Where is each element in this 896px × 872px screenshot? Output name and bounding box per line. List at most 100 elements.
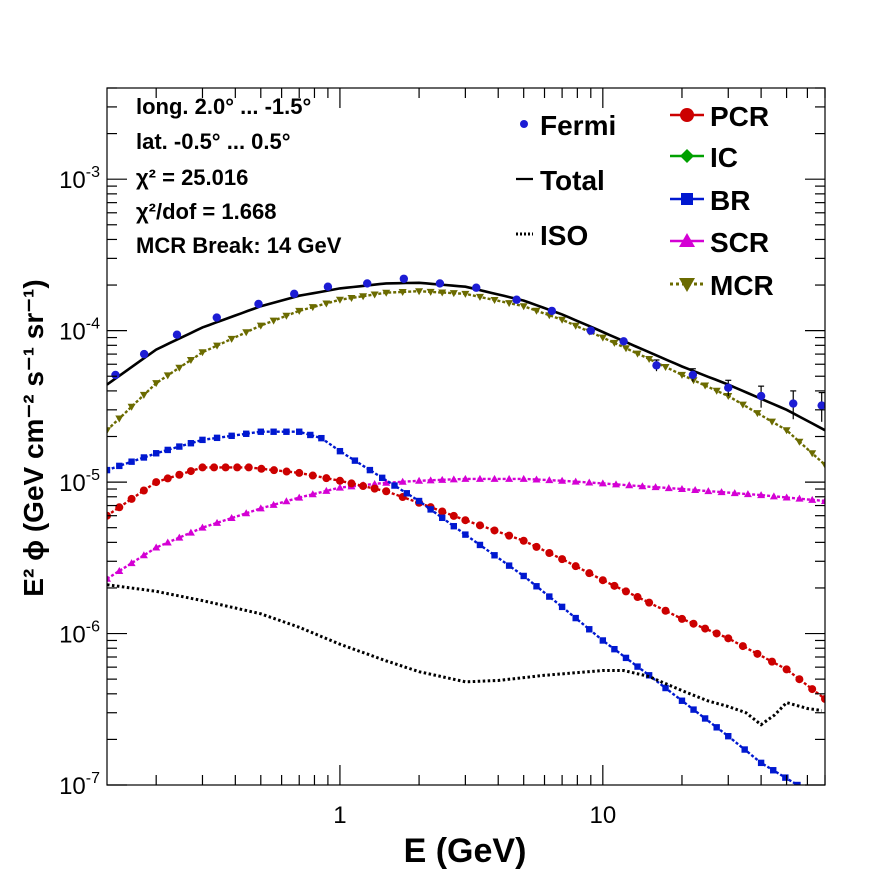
legend-total-label: Total — [540, 165, 605, 196]
series-scr-marker — [651, 483, 660, 491]
series-mcr-marker — [347, 294, 356, 302]
fermi-data-point — [472, 283, 481, 292]
series-pcr-marker — [322, 474, 331, 483]
series-br-marker — [611, 645, 618, 653]
series-mcr-marker — [426, 288, 435, 296]
series-mcr-marker — [689, 377, 698, 385]
series-pcr-marker — [370, 484, 379, 493]
y-tick-exponent: -6 — [86, 619, 100, 636]
legend-left: Fermi Total ISO — [516, 110, 616, 251]
fermi-data-point — [212, 313, 221, 322]
y-axis-title: E² ϕ (GeV cm⁻² s⁻¹ sr⁻¹) — [18, 279, 49, 596]
series-mcr-marker — [282, 312, 291, 320]
series-mcr-marker — [242, 329, 251, 337]
y-tick-exponent: -5 — [86, 467, 100, 484]
y-tick-label: 10-7 — [59, 770, 100, 800]
y-tick-label: 10-5 — [59, 467, 100, 497]
series-br-marker — [107, 466, 111, 474]
series-scr — [107, 474, 825, 582]
series-pcr-marker — [152, 478, 161, 487]
series-pcr-marker — [633, 593, 642, 602]
series-scr-marker — [322, 486, 331, 494]
series-br-marker — [782, 774, 789, 781]
series-br-marker — [199, 436, 206, 444]
series-br-marker — [713, 724, 720, 731]
annotation-chi2: χ² = 25.016 — [136, 165, 248, 190]
series-br-marker — [533, 583, 540, 590]
series-scr-marker — [490, 474, 499, 482]
series-br-marker — [586, 626, 593, 633]
series-total — [107, 281, 825, 432]
series-scr-marker — [691, 486, 700, 494]
series-scr-marker — [625, 481, 634, 489]
series-br-marker — [520, 572, 527, 580]
series-br-marker — [296, 428, 303, 435]
series-br-marker — [318, 434, 325, 442]
series-mcr-marker — [712, 387, 721, 395]
series-br-marker — [213, 434, 221, 442]
legend-right: PCR IC BR SCR MCR — [670, 101, 774, 301]
series-pcr-marker — [233, 463, 242, 472]
series-mcr-marker — [621, 345, 630, 353]
series-pcr-marker — [438, 507, 447, 516]
series-scr-marker — [295, 493, 304, 501]
series-scr-marker — [163, 538, 172, 546]
fermi-data-point — [139, 349, 149, 359]
series-pcr-marker — [198, 463, 207, 472]
annotation-chi2-dof: χ²/dof = 1.668 — [136, 199, 276, 224]
series-scr-marker — [730, 489, 739, 497]
series-mcr-marker — [308, 304, 317, 312]
legend-scr-marker — [679, 233, 695, 247]
series-mcr-marker — [415, 288, 424, 296]
series-pcr-marker — [475, 521, 484, 530]
series-pcr-marker — [545, 548, 554, 557]
series-br-marker — [794, 781, 801, 785]
series-br-marker — [690, 706, 697, 713]
series-mcr-marker — [127, 403, 136, 411]
series-br-marker — [270, 428, 277, 435]
series-mcr-marker — [519, 303, 528, 311]
series-mcr-marker — [438, 289, 447, 297]
series-br-marker — [462, 531, 469, 538]
series-br-marker — [187, 440, 195, 447]
series-scr-marker — [335, 483, 344, 491]
series-mcr-marker — [571, 322, 580, 330]
series-pcr-marker — [724, 634, 733, 643]
series-mcr-marker — [107, 427, 111, 435]
fermi-data-point — [789, 399, 798, 408]
series-scr-marker — [415, 476, 424, 484]
series-mcr-marker — [227, 335, 236, 343]
series-pcr-marker — [558, 555, 567, 564]
series-scr-marker — [186, 528, 195, 536]
series-scr-marker — [677, 485, 686, 493]
series-pcr-marker — [645, 598, 654, 607]
fermi-data-point — [619, 337, 628, 346]
series-mcr-marker — [768, 418, 777, 426]
x-axis-title: E (GeV) — [404, 832, 527, 870]
series-pcr-marker — [598, 576, 607, 585]
series-scr-marker — [782, 493, 791, 501]
series-scr-marker — [795, 494, 804, 502]
series-mcr-marker — [115, 415, 124, 423]
fermi-data-point — [652, 361, 661, 370]
series-br-marker — [599, 637, 607, 644]
series-mcr-marker — [198, 349, 207, 357]
series-br-marker — [634, 663, 641, 670]
series-scr-marker — [505, 474, 514, 482]
series-br-marker — [770, 767, 777, 774]
y-tick-base: 10 — [59, 622, 86, 649]
series-pcr-marker — [127, 494, 136, 503]
legend-pcr-marker — [680, 108, 694, 122]
series-br-marker — [558, 603, 566, 611]
series-br-marker — [378, 474, 386, 482]
y-tick-label: 10-6 — [59, 619, 100, 649]
series-mcr-marker — [795, 438, 804, 446]
series-pcr-marker — [269, 466, 278, 475]
series-br-marker — [351, 457, 359, 464]
series-scr-marker — [256, 504, 265, 512]
series-pcr-marker — [282, 467, 291, 476]
legend-mcr-label: MCR — [710, 270, 774, 301]
series-mcr-marker — [610, 339, 619, 347]
series-br-marker — [725, 732, 732, 740]
fermi-data-point — [363, 279, 372, 288]
